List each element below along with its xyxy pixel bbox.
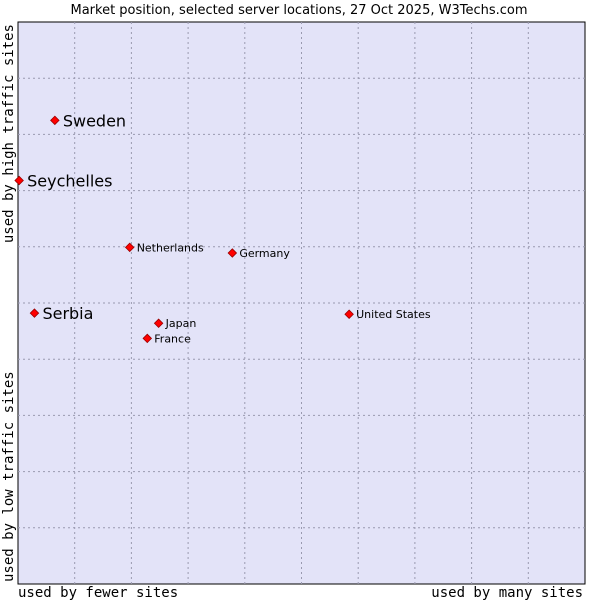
data-point-germany <box>227 248 238 258</box>
chart-title: Market position, selected server locatio… <box>70 3 527 18</box>
x-axis-label-left: used by fewer sites <box>18 585 178 600</box>
data-points: Sweden Seychelles Netherlands Germany Serbia… <box>14 111 431 345</box>
x-axis-label-right: used by many sites <box>431 585 583 600</box>
data-label-germany: Germany <box>239 247 290 260</box>
data-label-serbia: Serbia <box>42 304 93 323</box>
data-point-netherlands <box>124 242 135 253</box>
data-point-serbia <box>29 308 40 318</box>
data-label-france: France <box>154 332 191 345</box>
data-point-united-states <box>344 309 354 320</box>
y-axis-label-bottom: used by low traffic sites <box>1 371 17 582</box>
data-label-seychelles: Seychelles <box>27 171 112 190</box>
data-label-netherlands: Netherlands <box>137 241 204 254</box>
y-axis-label-top: used by high traffic sites <box>1 24 17 243</box>
data-point-japan <box>153 318 164 328</box>
data-point-sweden <box>50 115 60 126</box>
data-point-seychelles <box>14 175 24 186</box>
data-point-france <box>142 333 153 344</box>
data-label-japan: Japan <box>165 317 197 330</box>
data-label-united-states: United States <box>356 308 431 321</box>
grid-lines <box>18 22 585 584</box>
data-label-sweden: Sweden <box>63 111 126 130</box>
